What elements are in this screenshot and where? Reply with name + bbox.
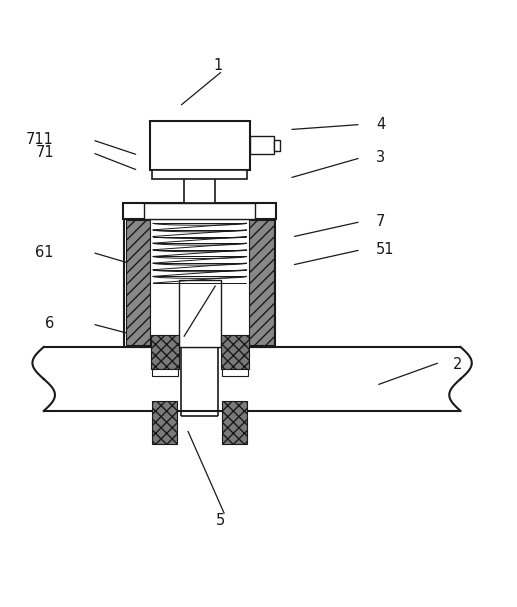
Bar bbox=[123, 203, 277, 219]
Bar bbox=[221, 336, 249, 368]
Bar bbox=[144, 203, 255, 219]
Bar bbox=[179, 280, 221, 347]
Bar bbox=[249, 220, 273, 345]
Bar bbox=[150, 121, 250, 169]
Text: 5: 5 bbox=[216, 514, 225, 528]
Text: 4: 4 bbox=[376, 117, 385, 132]
Bar bbox=[184, 169, 216, 203]
Bar bbox=[151, 368, 178, 376]
Text: 7: 7 bbox=[376, 214, 386, 229]
Text: 711: 711 bbox=[26, 132, 54, 148]
Bar bbox=[124, 219, 275, 347]
Text: 2: 2 bbox=[453, 358, 462, 372]
Bar bbox=[222, 368, 248, 376]
Text: 71: 71 bbox=[35, 145, 54, 160]
Bar bbox=[126, 220, 150, 345]
Bar bbox=[152, 401, 177, 444]
Text: 51: 51 bbox=[376, 242, 394, 257]
Text: 61: 61 bbox=[36, 245, 54, 260]
Text: 3: 3 bbox=[376, 151, 385, 165]
Text: 1: 1 bbox=[214, 58, 223, 73]
Bar bbox=[222, 401, 247, 444]
Bar bbox=[150, 336, 179, 368]
Bar bbox=[250, 136, 274, 154]
Bar bbox=[153, 169, 247, 178]
Bar bbox=[274, 140, 280, 151]
Text: 6: 6 bbox=[44, 316, 54, 331]
